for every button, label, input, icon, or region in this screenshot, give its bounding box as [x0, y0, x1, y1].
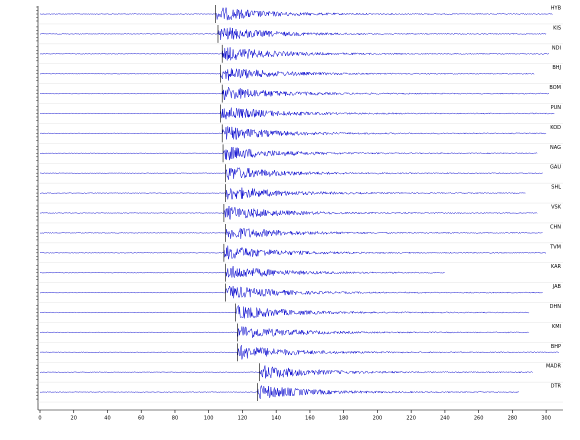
x-tick-label: 220: [406, 416, 416, 422]
station-label: DTR: [551, 384, 562, 390]
station-label: GAU: [550, 165, 561, 171]
waveform: [39, 107, 555, 120]
waveform: [39, 245, 547, 260]
station-label: BHP: [551, 344, 561, 350]
station-label: KIS: [553, 25, 561, 31]
x-tick-label: 160: [305, 416, 315, 422]
station-label: KOD: [550, 125, 561, 131]
x-tick-label: 0: [38, 416, 41, 422]
station-label: PUN: [551, 105, 562, 111]
x-tick-label: 40: [104, 416, 110, 422]
x-tick-label: 260: [474, 416, 484, 422]
station-label: VSK: [551, 205, 562, 211]
waveform: [40, 147, 538, 161]
x-tick-label: 280: [508, 416, 518, 422]
x-tick-label: 300: [541, 416, 551, 422]
waveform: [39, 6, 553, 21]
station-label: HYB: [551, 6, 562, 12]
waveform: [39, 305, 530, 319]
station-label: NDI: [552, 45, 561, 51]
waveform: [39, 47, 550, 61]
waveform: [39, 27, 547, 40]
waveform: [39, 266, 445, 279]
waveform: [39, 227, 543, 239]
waveform: [40, 205, 538, 220]
x-tick-label: 140: [271, 416, 281, 422]
waveform: [39, 326, 530, 338]
waveform: [40, 86, 550, 100]
x-tick-label: 60: [138, 416, 144, 422]
waveform: [39, 167, 543, 180]
waveform: [40, 285, 543, 299]
x-tick-label: 80: [172, 416, 178, 422]
station-label: BOM: [549, 85, 561, 91]
waveform: [40, 68, 535, 81]
x-tick-label: 20: [71, 416, 77, 422]
station-label: MADR: [546, 364, 562, 370]
station-label: JAB: [552, 284, 562, 290]
x-tick-label: 180: [339, 416, 349, 422]
waveform: [39, 126, 547, 140]
station-label: DHN: [550, 304, 562, 310]
station-label: SHL: [551, 185, 561, 191]
x-tick-label: 200: [373, 416, 383, 422]
station-label: BHJ: [552, 65, 561, 71]
station-label: KAR: [551, 264, 562, 270]
waveform: [39, 345, 560, 360]
waveform: [40, 365, 533, 379]
x-tick-label: 100: [204, 416, 214, 422]
station-label: NAG: [550, 145, 561, 151]
x-tick-label: 120: [238, 416, 248, 422]
waveform: [39, 187, 526, 200]
waveform: [39, 384, 519, 400]
station-label: KMI: [552, 324, 561, 330]
station-label: CHN: [550, 224, 561, 230]
station-label: TVM: [549, 244, 561, 250]
x-tick-label: 240: [440, 416, 450, 422]
